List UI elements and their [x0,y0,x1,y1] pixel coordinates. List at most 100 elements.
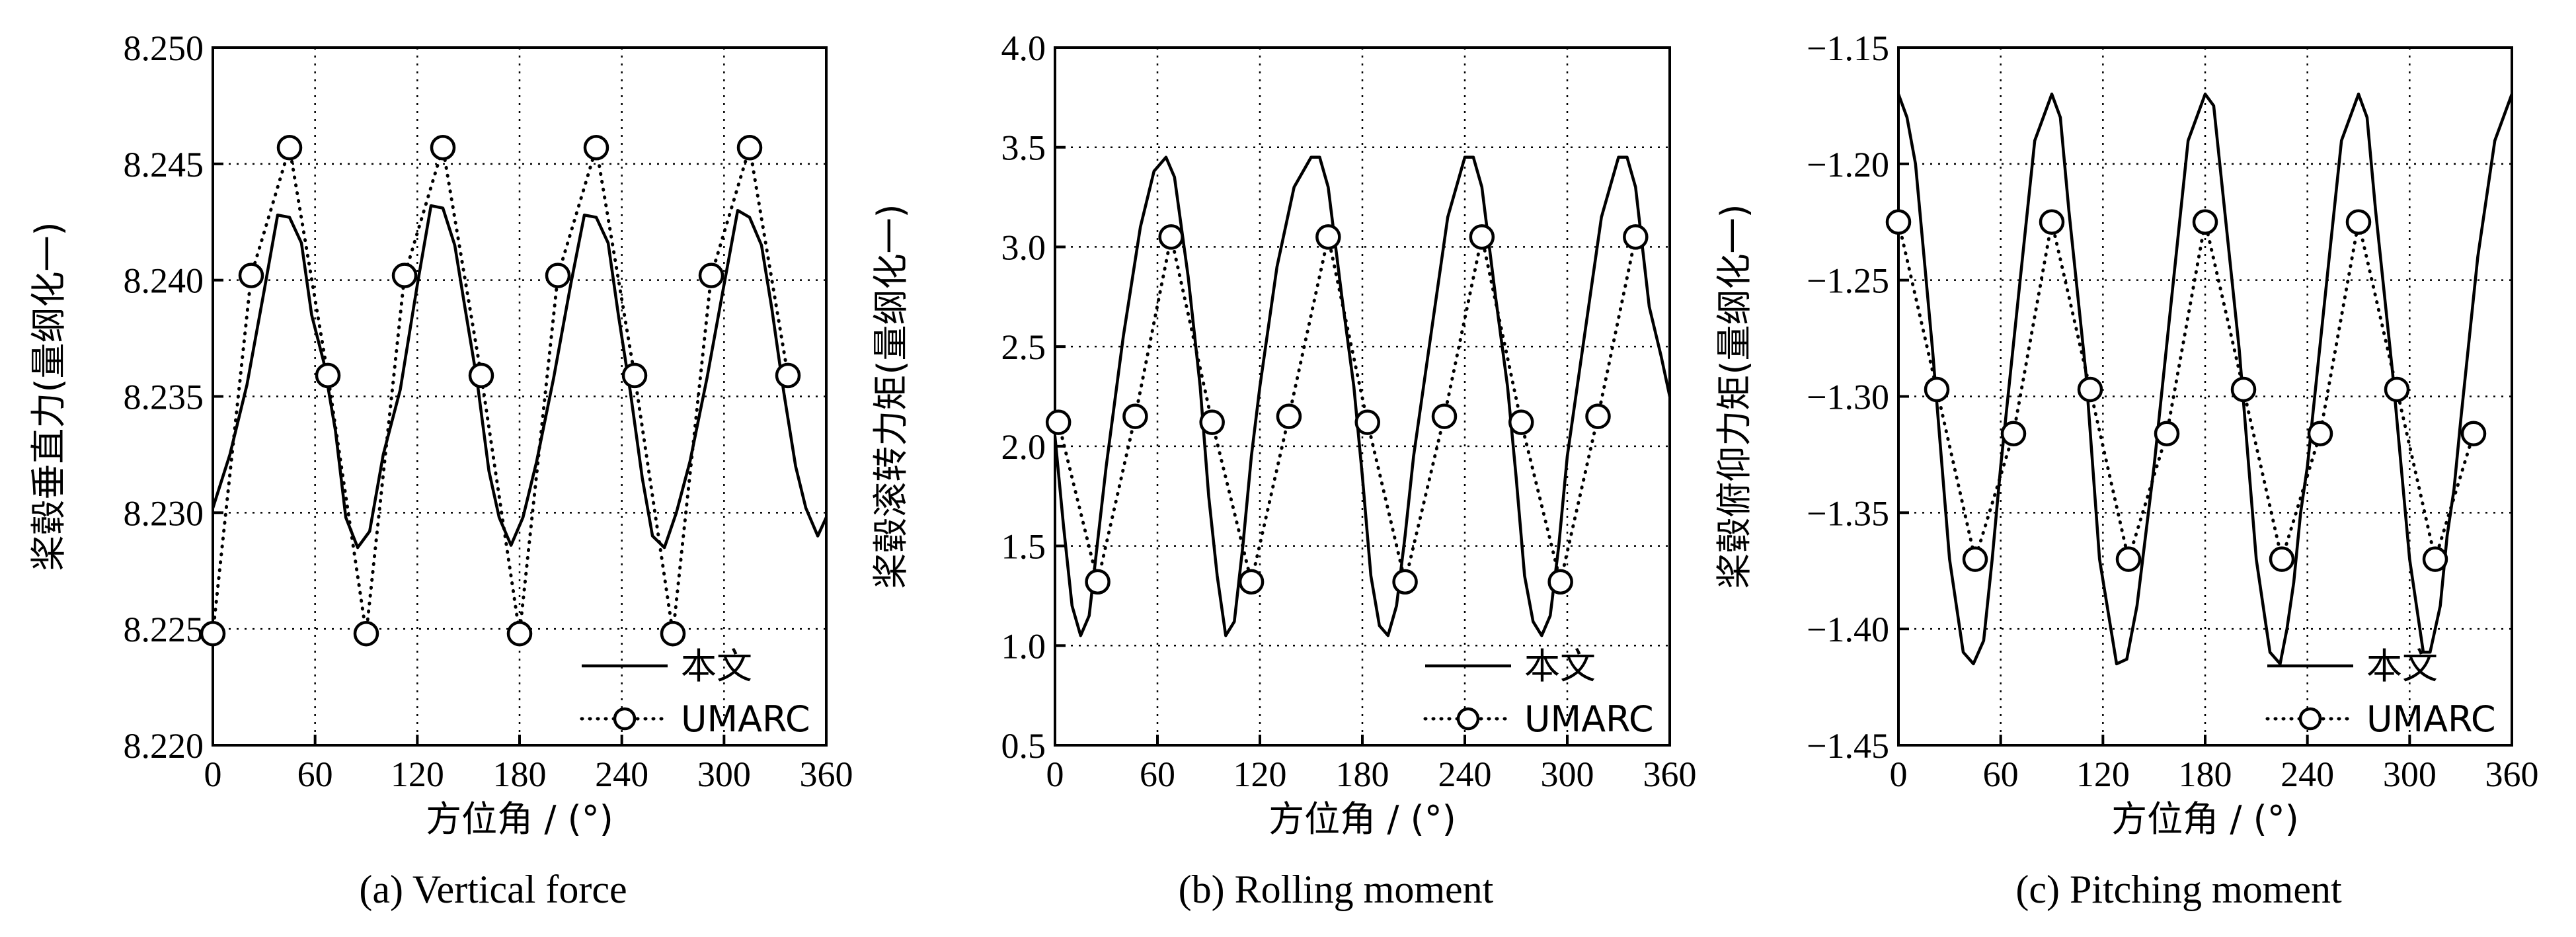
pitching-moment-umarc-point [1924,376,1950,403]
rolling-moment-umarc-point [1158,224,1184,250]
vertical-force-umarc-point [315,362,341,389]
pitching-moment-y-tick-label: −1.45 [1807,726,1889,766]
rolling-moment-umarc-point [1276,403,1302,429]
rolling-moment-x-tick-label: 300 [1541,754,1594,794]
rolling-moment-umarc-point [1547,569,1573,595]
vertical-force-umarc-point [545,263,571,288]
vertical-force-umarc-point [660,620,686,647]
pitching-moment-x-axis-title: 方位角 / (°) [2111,798,2299,840]
pitching-moment-y-tick-label: −1.30 [1807,378,1889,417]
rolling-moment-y-tick-label: 1.5 [1001,527,1046,567]
vertical-force-y-tick-label: 8.235 [124,378,204,417]
rolling-moment-umarc-point [1508,409,1534,435]
rolling-moment-series-benwen-line [1055,155,1670,637]
rolling-moment-umarc-point [1469,224,1495,250]
pitching-moment-umarc-point [2460,421,2487,447]
pitching-moment-x-tick-label: 360 [2485,754,2539,794]
vertical-force-y-tick-label: 8.245 [124,145,204,184]
rolling-moment-umarc-point [1199,409,1225,435]
rolling-moment-x-tick-label: 0 [1046,754,1064,794]
rolling-moment-legend-umarc-label: UMARC [1524,698,1654,740]
pitching-moment-series-umarc-line [1898,220,2476,566]
vertical-force-x-tick-label: 240 [595,754,648,794]
vertical-force-y-tick-label: 8.220 [124,726,204,766]
pitching-moment-umarc-point [2154,421,2180,447]
vertical-force-umarc-point [736,134,763,161]
pitching-moment-umarc-point [2384,376,2410,403]
vertical-force-legend-umarc-marker [613,707,637,731]
pitching-moment-y-tick-label: −1.25 [1807,261,1889,301]
rolling-moment-umarc-point [1354,409,1380,435]
vertical-force-x-tick-label: 300 [697,754,751,794]
rolling-moment-y-tick-label: 4.0 [1001,28,1046,68]
rolling-moment-y-tick-label: 2.5 [1001,327,1046,367]
pitching-moment-y-tick-label: −1.20 [1807,145,1889,184]
pitching-moment-x-tick-label: 240 [2281,754,2334,794]
rolling-moment-x-axis-title: 方位角 / (°) [1268,798,1456,840]
pitching-moment-umarc-point [2269,546,2295,572]
pitching-moment-x-tick-label: 300 [2383,754,2437,794]
vertical-force-x-tick-label: 60 [297,754,333,794]
rolling-moment-x-tick-label: 240 [1438,754,1492,794]
vertical-force-series-umarc-line [213,147,790,635]
pitching-moment-umarc-point [2422,546,2448,572]
vertical-force-umarc-point [430,134,456,161]
rolling-moment-umarc-point [1431,403,1458,429]
vertical-force-legend-umarc-label: UMARC [681,698,810,740]
vertical-force-umarc-point [698,263,724,288]
vertical-force-y-axis-title: 桨毂垂直力(量纲化一) [28,222,69,571]
pitching-moment-umarc-point [2230,376,2257,403]
rolling-moment-legend-umarc-marker [1456,707,1480,731]
pitching-moment-x-tick-label: 60 [1983,754,2019,794]
vertical-force-x-tick-label: 360 [800,754,853,794]
rolling-moment-y-tick-label: 3.5 [1001,128,1046,168]
vertical-force-umarc-point [238,263,264,288]
rolling-moment-umarc-point [1585,403,1611,429]
rolling-moment-y-tick-label: 2.0 [1001,427,1046,467]
vertical-force-umarc-point [506,620,533,647]
vertical-force-x-tick-label: 120 [391,754,444,794]
rolling-moment-x-tick-label: 60 [1140,754,1175,794]
pitching-moment-umarc-point [2039,209,2065,235]
vertical-force-x-tick-label: 180 [493,754,547,794]
pitching-moment-legend-benwen-label: 本文 [2366,645,2438,687]
pitching-moment-y-tick-label: −1.40 [1807,610,1889,649]
rolling-moment-umarc-point [1623,224,1649,250]
rolling-moment-x-tick-label: 180 [1336,754,1389,794]
vertical-force-umarc-point [583,134,609,161]
rolling-moment-umarc-point [1315,224,1341,250]
pitching-moment-y-tick-label: −1.35 [1807,493,1889,533]
rolling-moment-legend-benwen-label: 本文 [1524,645,1596,687]
rolling-moment-y-tick-label: 3.0 [1001,227,1046,267]
vertical-force-x-tick-label: 0 [204,754,222,794]
rolling-moment-caption: (b) Rolling moment [1179,868,1494,911]
rolling-moment-y-tick-label: 1.0 [1001,626,1046,666]
pitching-moment-caption: (c) Pitching moment [2015,868,2342,911]
pitching-moment-umarc-point [2345,209,2372,235]
vertical-force-y-tick-label: 8.240 [124,261,204,301]
vertical-force-y-tick-label: 8.250 [124,28,204,68]
vertical-force-umarc-point [276,134,303,161]
pitching-moment-umarc-point [2192,209,2218,235]
rolling-moment-series-umarc-line [1056,235,1637,583]
rolling-moment-umarc-point [1085,569,1111,595]
vertical-force-series-benwen-line [213,204,826,550]
vertical-force-legend-benwen-label: 本文 [681,645,752,687]
pitching-moment-umarc-point [2307,421,2333,447]
rolling-moment-umarc-point [1238,569,1265,595]
vertical-force-umarc-point [391,263,418,288]
panel-pitching-moment: 0 60 120 180 240 300 360 −1.45 −1.40 −1.35 −1.30 −1… [1713,28,2539,911]
rolling-moment-umarc-point [1392,569,1418,595]
pitching-moment-umarc-point [2115,546,2142,572]
vertical-force-umarc-point [468,362,494,389]
pitching-moment-x-tick-label: 120 [2076,754,2130,794]
pitching-moment-x-tick-label: 180 [2179,754,2232,794]
pitching-moment-series-benwen-line [1898,93,2512,666]
pitching-moment-umarc-point [1885,209,1912,235]
vertical-force-caption: (a) Vertical force [359,868,627,911]
pitching-moment-umarc-point [2077,376,2103,403]
rolling-moment-umarc-point [1122,403,1148,429]
vertical-force-x-axis-title: 方位角 / (°) [426,798,613,840]
vertical-force-umarc-point [353,620,379,647]
vertical-force-umarc-point [200,620,226,647]
